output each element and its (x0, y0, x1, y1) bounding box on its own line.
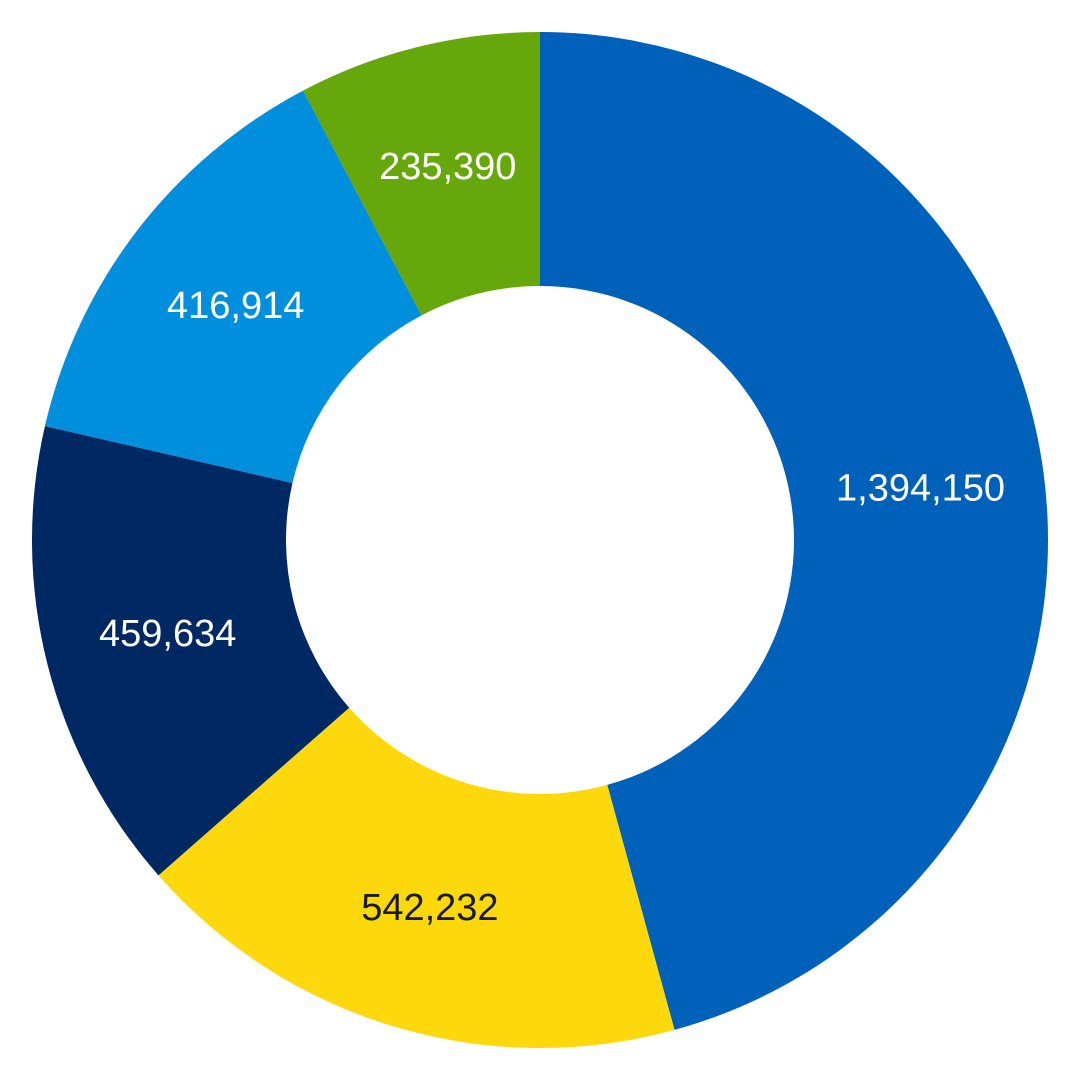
donut-slice-4 (303, 32, 540, 316)
donut-slice-label-2: 459,634 (99, 613, 236, 655)
donut-slice-3 (44, 90, 422, 484)
donut-slice-label-4: 235,390 (379, 146, 516, 188)
slices-layer (31, 32, 1049, 1048)
donut-slice-label-3: 416,914 (167, 285, 304, 327)
donut-slice-0 (540, 32, 1049, 1030)
donut-slice-label-1: 542,232 (361, 887, 498, 929)
labels-layer: 1,394,150 542,232 459,634 416,914 235,390 (99, 146, 1005, 929)
donut-slice-1 (158, 707, 675, 1048)
donut-slice-2 (31, 426, 350, 876)
donut-slice-label-0: 1,394,150 (836, 468, 1005, 510)
